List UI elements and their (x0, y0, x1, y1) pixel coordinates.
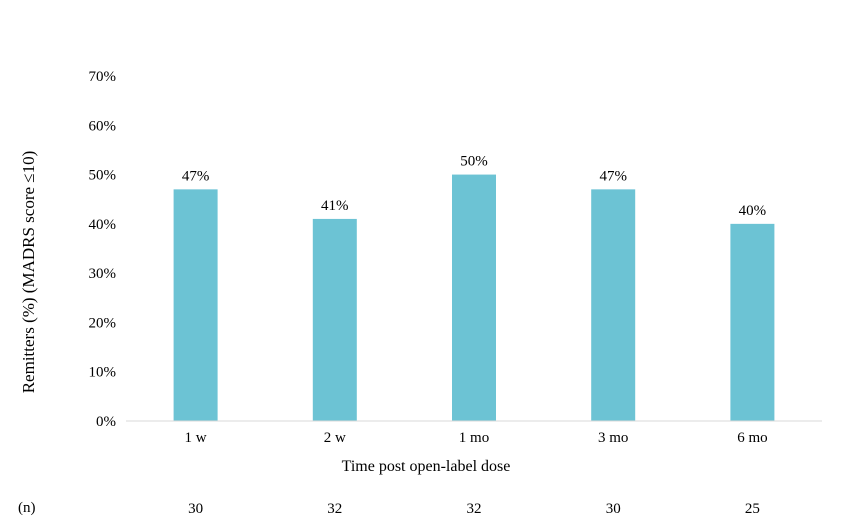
bar-data-label: 50% (460, 154, 488, 170)
bar-1-w (173, 189, 218, 421)
x-tick-label: 1 w (185, 430, 207, 446)
x-tick-label: 6 mo (737, 430, 767, 446)
x-axis-label: Time post open-label dose (342, 458, 511, 475)
n-value: 25 (745, 501, 760, 517)
x-tick-label: 3 mo (598, 430, 628, 446)
bar-2-w (312, 218, 357, 421)
data-labels: 47% 41% 50% 47% 40% (182, 154, 766, 219)
bar-data-label: 47% (182, 168, 210, 184)
n-value: 32 (327, 501, 342, 517)
bar-data-label: 40% (739, 203, 767, 219)
bar-data-label: 47% (599, 168, 627, 184)
x-tick-label: 1 mo (459, 430, 489, 446)
n-value: 30 (188, 501, 203, 517)
y-tick-labels: 0% 10% 20% 30% 40% 50% 60% 70% (89, 69, 117, 430)
y-tick-label: 0% (96, 414, 116, 430)
bars (173, 174, 775, 421)
y-tick-label: 10% (89, 365, 117, 381)
bar-1-mo (452, 174, 496, 421)
n-value: 32 (467, 501, 482, 517)
n-value: 30 (606, 501, 621, 517)
y-tick-label: 50% (89, 168, 117, 184)
n-values: 30 32 32 30 25 (188, 501, 760, 517)
bar-3-mo (591, 189, 636, 421)
y-axis-label: Remitters (%) (MADRS score ≤10) (19, 151, 38, 394)
y-tick-label: 60% (89, 118, 117, 134)
x-tick-labels: 1 w 2 w 1 mo 3 mo 6 mo (185, 430, 768, 446)
y-tick-label: 70% (89, 69, 117, 85)
y-tick-label: 30% (89, 266, 117, 282)
y-tick-label: 40% (89, 217, 117, 233)
n-label: (n) (18, 500, 36, 516)
x-tick-label: 2 w (324, 430, 346, 446)
bar-6-mo (730, 223, 775, 421)
bar-data-label: 41% (321, 198, 349, 214)
y-tick-label: 20% (89, 315, 117, 331)
